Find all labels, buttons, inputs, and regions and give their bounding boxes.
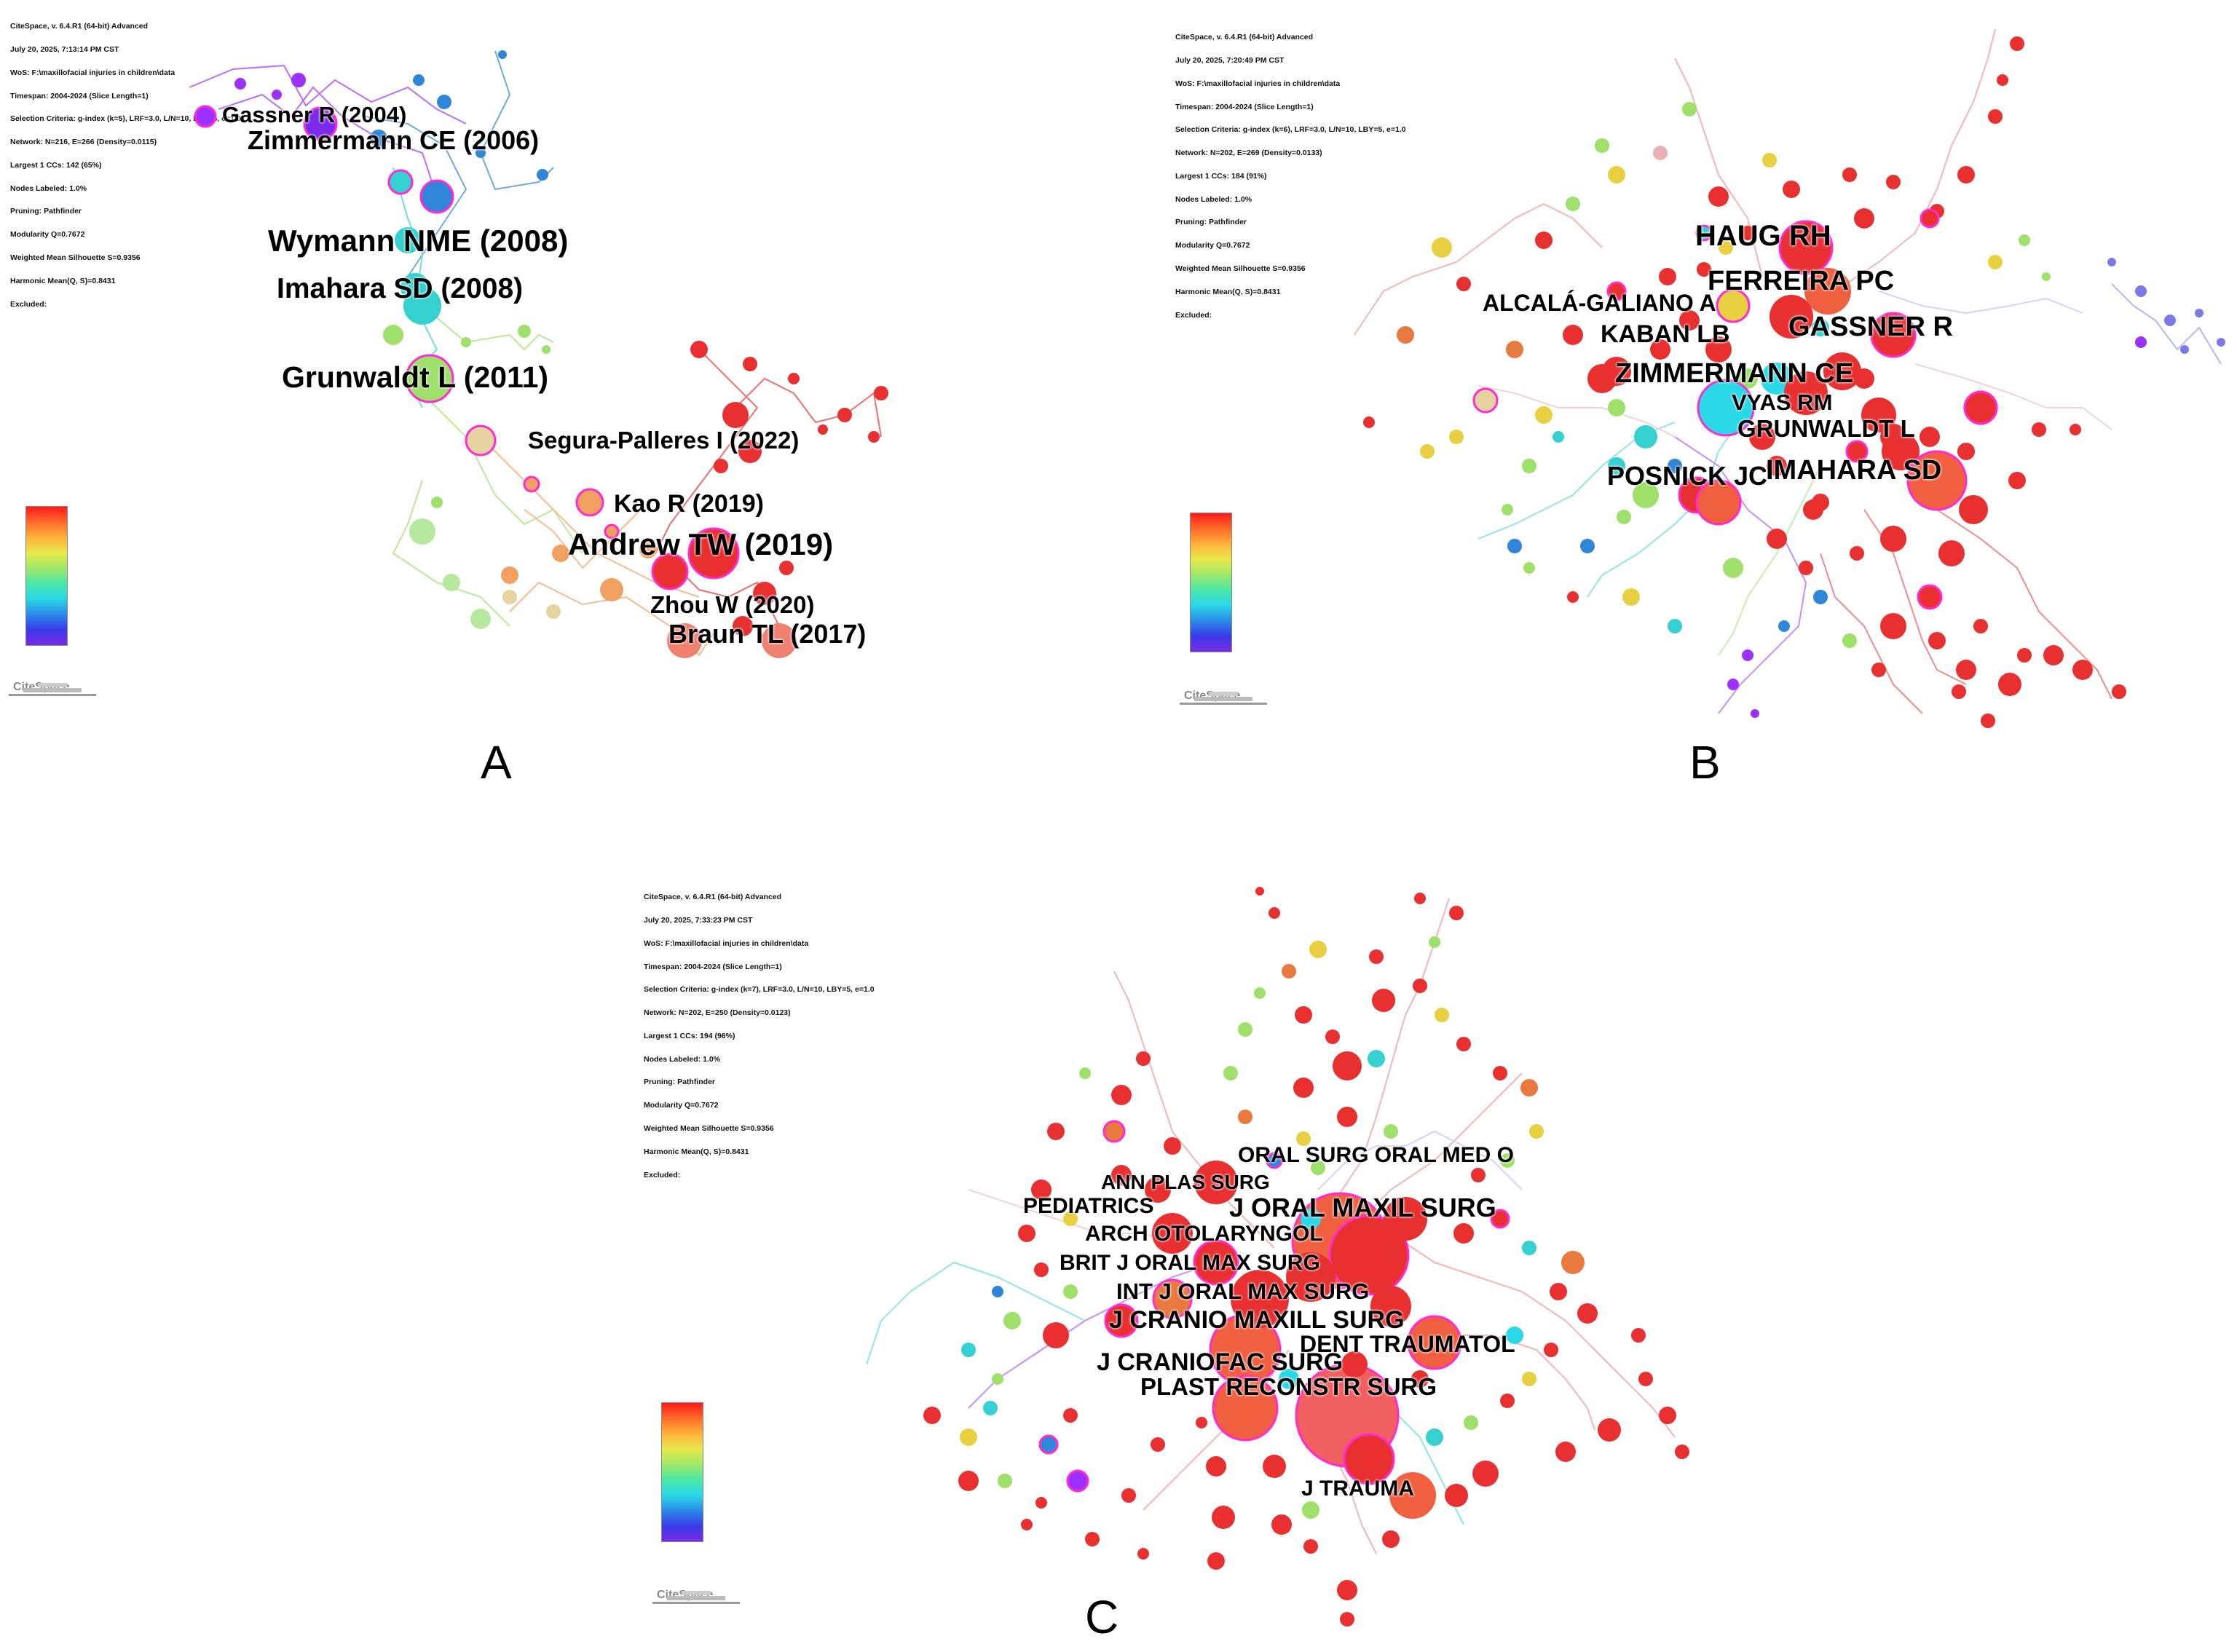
network-b-nodes [1363, 36, 2225, 728]
meta-line: Largest 1 CCs: 184 (91%) [1175, 171, 1267, 181]
year-color-legend [661, 1402, 703, 1542]
meta-line: Nodes Labeled: 1.0% [10, 183, 87, 193]
meta-line: July 20, 2025, 7:13:14 PM CST [10, 44, 119, 54]
node-label: PLAST RECONSTR SURG [1140, 1373, 1437, 1400]
network-a-nodes [194, 50, 888, 658]
citespace-logo: CiteSpace [652, 1589, 740, 1625]
meta-line: Excluded: [1175, 310, 1212, 320]
panel-letter: A [481, 736, 512, 789]
meta-line: Largest 1 CCs: 142 (65%) [10, 160, 102, 170]
node-label: Segura-Palleres I (2022) [528, 427, 800, 454]
meta-line: Pruning: Pathfinder [1175, 218, 1247, 227]
network-b-graph [1354, 28, 2225, 728]
panel-c: CiteSpace, v. 6.4.R1 (64-bit) Advanced J… [619, 826, 2237, 1652]
node-label: Imahara SD (2008) [277, 273, 524, 304]
meta-line: Weighted Mean Silhouette S=0.9356 [1175, 264, 1306, 273]
node-label: DENT TRAUMATOL [1300, 1331, 1515, 1357]
panel-a-metadata: CiteSpace, v. 6.4.R1 (64-bit) Advanced J… [10, 7, 241, 323]
meta-line: Timespan: 2004-2024 (Slice Length=1) [644, 962, 782, 971]
panel-letter: B [1689, 736, 1721, 789]
node-label: Andrew TW (2019) [568, 527, 834, 561]
meta-line: WoS: F:\maxillofacial injuries in childr… [644, 938, 809, 948]
node-label: HAUG RH [1695, 220, 1831, 252]
meta-line: July 20, 2025, 7:20:49 PM CST [1175, 55, 1285, 65]
node-label: FERREIRA PC [1708, 266, 1895, 296]
node-label: INT J ORAL MAX SURG [1116, 1278, 1370, 1304]
network-a-graph [189, 50, 888, 658]
meta-line: Modularity Q=0.7672 [644, 1101, 719, 1110]
meta-line: CiteSpace, v. 6.4.R1 (64-bit) Advanced [644, 893, 782, 902]
citespace-logo: CiteSpace [1180, 689, 1267, 726]
meta-line: Selection Criteria: g-index (k=6), LRF=3… [1175, 125, 1406, 135]
panel-b: CiteSpace, v. 6.4.R1 (64-bit) Advanced J… [1165, 0, 2237, 826]
meta-line: WoS: F:\maxillofacial injuries in childr… [1175, 79, 1341, 88]
meta-line: Nodes Labeled: 1.0% [644, 1054, 721, 1064]
node-label: ARCH OTOLARYNGOL [1085, 1222, 1323, 1246]
node-label: ORAL SURG ORAL MED O [1238, 1143, 1514, 1167]
node-label: J TRAUMA [1301, 1477, 1414, 1501]
citespace-logo: CiteSpace [9, 681, 96, 717]
node-label: POSNICK JC [1607, 461, 1768, 491]
node-label: Gassner R (2004) [222, 102, 407, 127]
meta-line: Excluded: [10, 299, 47, 309]
panel-c-metadata: CiteSpace, v. 6.4.R1 (64-bit) Advanced J… [644, 878, 875, 1194]
meta-line: Harmonic Mean(Q, S)=0.8431 [10, 276, 116, 285]
node-label: KABAN LB [1601, 320, 1730, 348]
meta-line: CiteSpace, v. 6.4.R1 (64-bit) Advanced [10, 22, 149, 31]
year-color-legend [25, 506, 68, 646]
node-label: J CRANIOFAC SURG [1097, 1348, 1344, 1376]
meta-line: Pruning: Pathfinder [644, 1078, 715, 1087]
node-label: VYAS RM [1732, 390, 1833, 415]
panel-letter: C [1085, 1591, 1119, 1643]
meta-line: Timespan: 2004-2024 (Slice Length=1) [1175, 102, 1314, 111]
node-label: Wymann NME (2008) [268, 224, 569, 258]
meta-line: Harmonic Mean(Q, S)=0.8431 [1175, 287, 1281, 296]
network-c-graph [866, 887, 1689, 1627]
node-label: PEDIATRICS [1023, 1194, 1154, 1218]
meta-line: Selection Criteria: g-index (k=5), LRF=3… [10, 114, 241, 124]
meta-line: Excluded: [644, 1170, 681, 1179]
meta-line: Timespan: 2004-2024 (Slice Length=1) [10, 91, 149, 100]
meta-line: Selection Criteria: g-index (k=7), LRF=3… [644, 985, 875, 995]
node-label: Kao R (2019) [614, 490, 764, 518]
node-label: ANN PLAS SURG [1101, 1171, 1270, 1193]
meta-line: Network: N=202, E=269 (Density=0.0133) [1175, 149, 1322, 158]
meta-line: Nodes Labeled: 1.0% [1175, 194, 1252, 204]
network-a-edges [189, 50, 882, 657]
node-label: J ORAL MAXIL SURG [1229, 1193, 1496, 1222]
meta-line: WoS: F:\maxillofacial injuries in childr… [10, 68, 175, 77]
panel-a: CiteSpace, v. 6.4.R1 (64-bit) Advanced J… [0, 0, 1118, 826]
meta-line: Harmonic Mean(Q, S)=0.8431 [644, 1147, 749, 1156]
meta-line: July 20, 2025, 7:33:23 PM CST [644, 915, 753, 925]
meta-line: Weighted Mean Silhouette S=0.9356 [10, 253, 141, 262]
node-label: Zhou W (2020) [650, 591, 815, 618]
panel-b-metadata: CiteSpace, v. 6.4.R1 (64-bit) Advanced J… [1175, 18, 1406, 334]
node-label: J CRANIO MAXILL SURG [1109, 1306, 1405, 1334]
meta-line: Network: N=216, E=266 (Density=0.0115) [10, 138, 157, 147]
meta-line: Weighted Mean Silhouette S=0.9356 [644, 1124, 774, 1133]
meta-line: Pruning: Pathfinder [10, 207, 82, 216]
node-label: Zimmermann CE (2006) [248, 125, 540, 155]
meta-line: Network: N=202, E=250 (Density=0.0123) [644, 1008, 791, 1018]
network-c-nodes [923, 887, 1689, 1627]
meta-line: Modularity Q=0.7672 [10, 230, 85, 240]
meta-line: Modularity Q=0.7672 [1175, 241, 1250, 250]
node-label: IMAHARA SD [1766, 455, 1942, 486]
meta-line: Largest 1 CCs: 194 (96%) [644, 1031, 735, 1040]
node-label: BRIT J ORAL MAX SURG [1060, 1251, 1320, 1275]
node-label: GRUNWALDT L [1737, 415, 1915, 442]
node-label: Braun TL (2017) [668, 619, 867, 649]
node-label: ALCALÁ-GALIANO A [1483, 290, 1716, 316]
node-label: ZIMMERMANN CE [1615, 358, 1854, 389]
node-label: GASSNER R [1788, 312, 1953, 342]
meta-line: CiteSpace, v. 6.4.R1 (64-bit) Advanced [1175, 33, 1314, 42]
year-color-legend [1190, 513, 1232, 652]
node-label: Grunwaldt L (2011) [282, 360, 549, 394]
